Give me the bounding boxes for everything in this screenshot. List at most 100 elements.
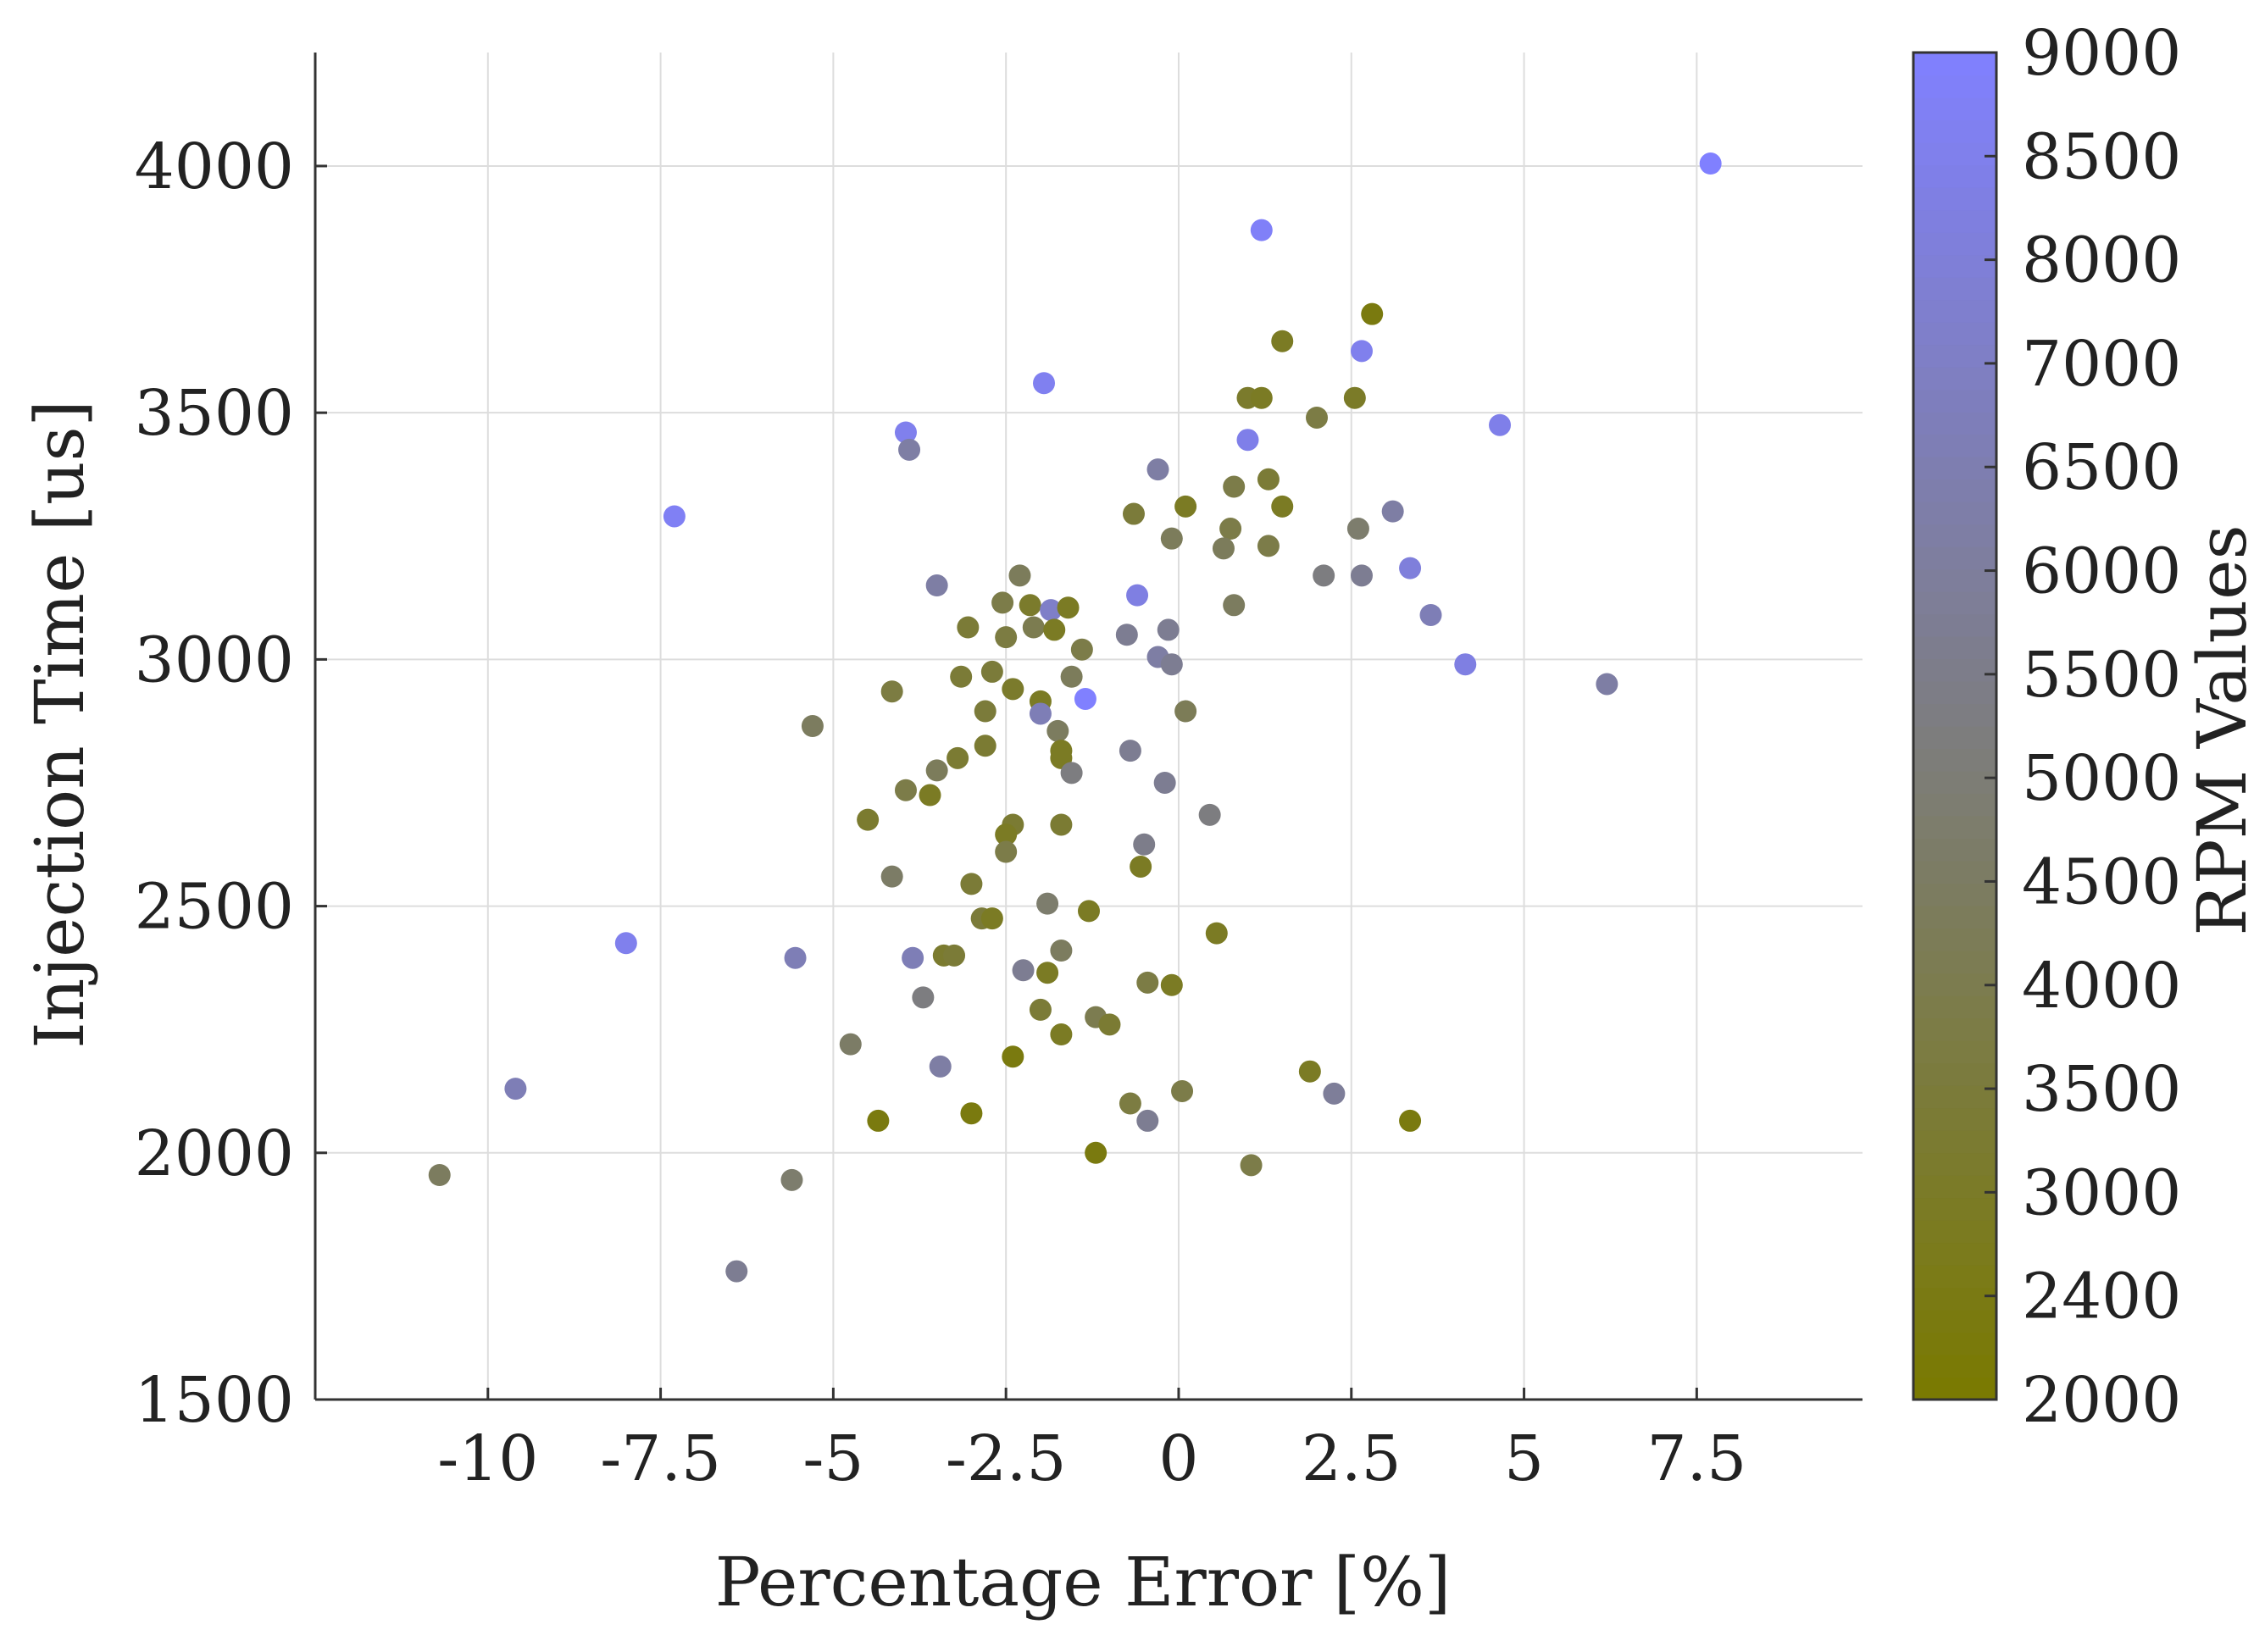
scatter-point [1060,665,1083,688]
scatter-point [925,574,948,597]
scatter-point [801,715,824,737]
scatter-point [925,759,948,782]
colorbar-segment [1913,75,1996,98]
scatter-point [1029,702,1052,725]
colorbar-segment [1913,1197,1996,1221]
colorbar-tick-label: 4500 [2022,845,2181,918]
scatter-point [1323,1082,1346,1105]
colorbar-segment [1913,1265,1996,1289]
scatter-point [902,946,924,969]
scatter-point [1115,624,1138,646]
y-axis-title: Injection Time [us] [20,400,99,1049]
colorbar-segment [1913,434,1996,457]
colorbar-segment [1913,142,1996,166]
scatter-point [894,779,917,801]
colorbar-tick-label: 4000 [2022,950,2181,1023]
x-tick-label: 7.5 [1647,1422,1747,1495]
colorbar-segment [1913,97,1996,121]
scatter-point [1043,618,1066,641]
colorbar-segment [1913,613,1996,637]
y-tick-label: 3500 [135,377,294,450]
scatter-point [1399,1109,1422,1132]
colorbar-segment [1913,1377,1996,1400]
scatter-point [1012,959,1035,982]
scatter-point [1306,406,1329,429]
scatter-point [1157,618,1180,641]
colorbar-segment [1913,1310,1996,1333]
colorbar-segment [1913,119,1996,143]
colorbar-segment [1913,367,1996,391]
y-tick-label: 2500 [135,871,294,944]
scatter-point [1085,1141,1108,1164]
scatter-point [1174,495,1197,518]
x-tick-label: -2.5 [946,1422,1067,1495]
colorbar-segment [1913,995,1996,1019]
scatter-point [1240,1154,1263,1177]
colorbar-tick-labels: 2000 2400 3000 3500 4000 4500 5000 5500 6000 6500… [1985,17,2181,1437]
scatter-point [1078,900,1100,923]
colorbar-tick-label: 3000 [2022,1156,2181,1229]
colorbar-tick-label: 2000 [2022,1364,2181,1437]
colorbar-segment [1913,1130,1996,1154]
scatter-point [1298,1060,1321,1083]
colorbar-segment [1913,1040,1996,1064]
colorbar-tick-label: 3500 [2022,1053,2181,1126]
colorbar-segment [1913,524,1996,547]
scatter-point [1346,518,1369,541]
scatter-point [1036,962,1059,984]
scatter-point [857,808,880,831]
scatter-point [995,840,1018,863]
colorbar-tick-label: 6500 [2022,431,2181,504]
colorbar-gradient [1913,53,1996,1400]
scatter-point [1040,599,1063,622]
colorbar-segment [1913,703,1996,727]
scatter-point [1002,1045,1024,1068]
scatter-point [1160,653,1183,676]
colorbar-segment [1913,1107,1996,1131]
y-tick-label: 1500 [135,1364,294,1437]
scatter-point [1019,594,1041,617]
scatter-point [1350,564,1373,587]
data-points [428,152,1722,1283]
x-tick-label: 0 [1158,1422,1198,1495]
colorbar-segment [1913,726,1996,750]
scatter-point [960,873,983,895]
colorbar-segment [1913,164,1996,188]
colorbar-tick-label: 9000 [2022,17,2181,90]
scatter-point [995,823,1018,846]
colorbar-segment [1913,568,1996,592]
scatter-point [1489,413,1512,436]
colorbar-segment [1913,1220,1996,1244]
scatter-point [1136,971,1159,994]
colorbar-segment [1913,906,1996,929]
colorbar-segment [1913,1152,1996,1176]
colorbar-segment [1913,187,1996,211]
scatter-point [1060,762,1083,784]
colorbar-segment [1913,1355,1996,1378]
y-tick-label: 2000 [135,1117,294,1190]
scatter-point [1343,386,1366,409]
scatter-point [980,660,1003,683]
scatter-point [1036,892,1059,915]
colorbar-segment [1913,389,1996,413]
x-tick-labels: -10 -7.5 -5 -2.5 0 2.5 5 7.5 [437,1422,1746,1495]
scatter-point [880,865,903,888]
scatter-point [1130,855,1152,878]
scatter-point [1205,922,1228,945]
scatter-point [1596,673,1618,696]
colorbar-segment [1913,412,1996,435]
colorbar-segment [1913,53,1996,76]
axes [314,53,1863,1401]
colorbar-segment [1913,277,1996,301]
scatter-point [1050,940,1073,962]
colorbar-tick-label: 8000 [2022,225,2181,297]
scatter-point [1399,557,1422,579]
scatter-point [1119,1092,1141,1115]
scatter-point [880,680,903,703]
scatter-point [974,735,996,757]
scatter-point [898,438,921,461]
scatter-point [995,626,1018,649]
scatter-point [1198,803,1221,826]
x-tick-label: 2.5 [1302,1422,1402,1495]
